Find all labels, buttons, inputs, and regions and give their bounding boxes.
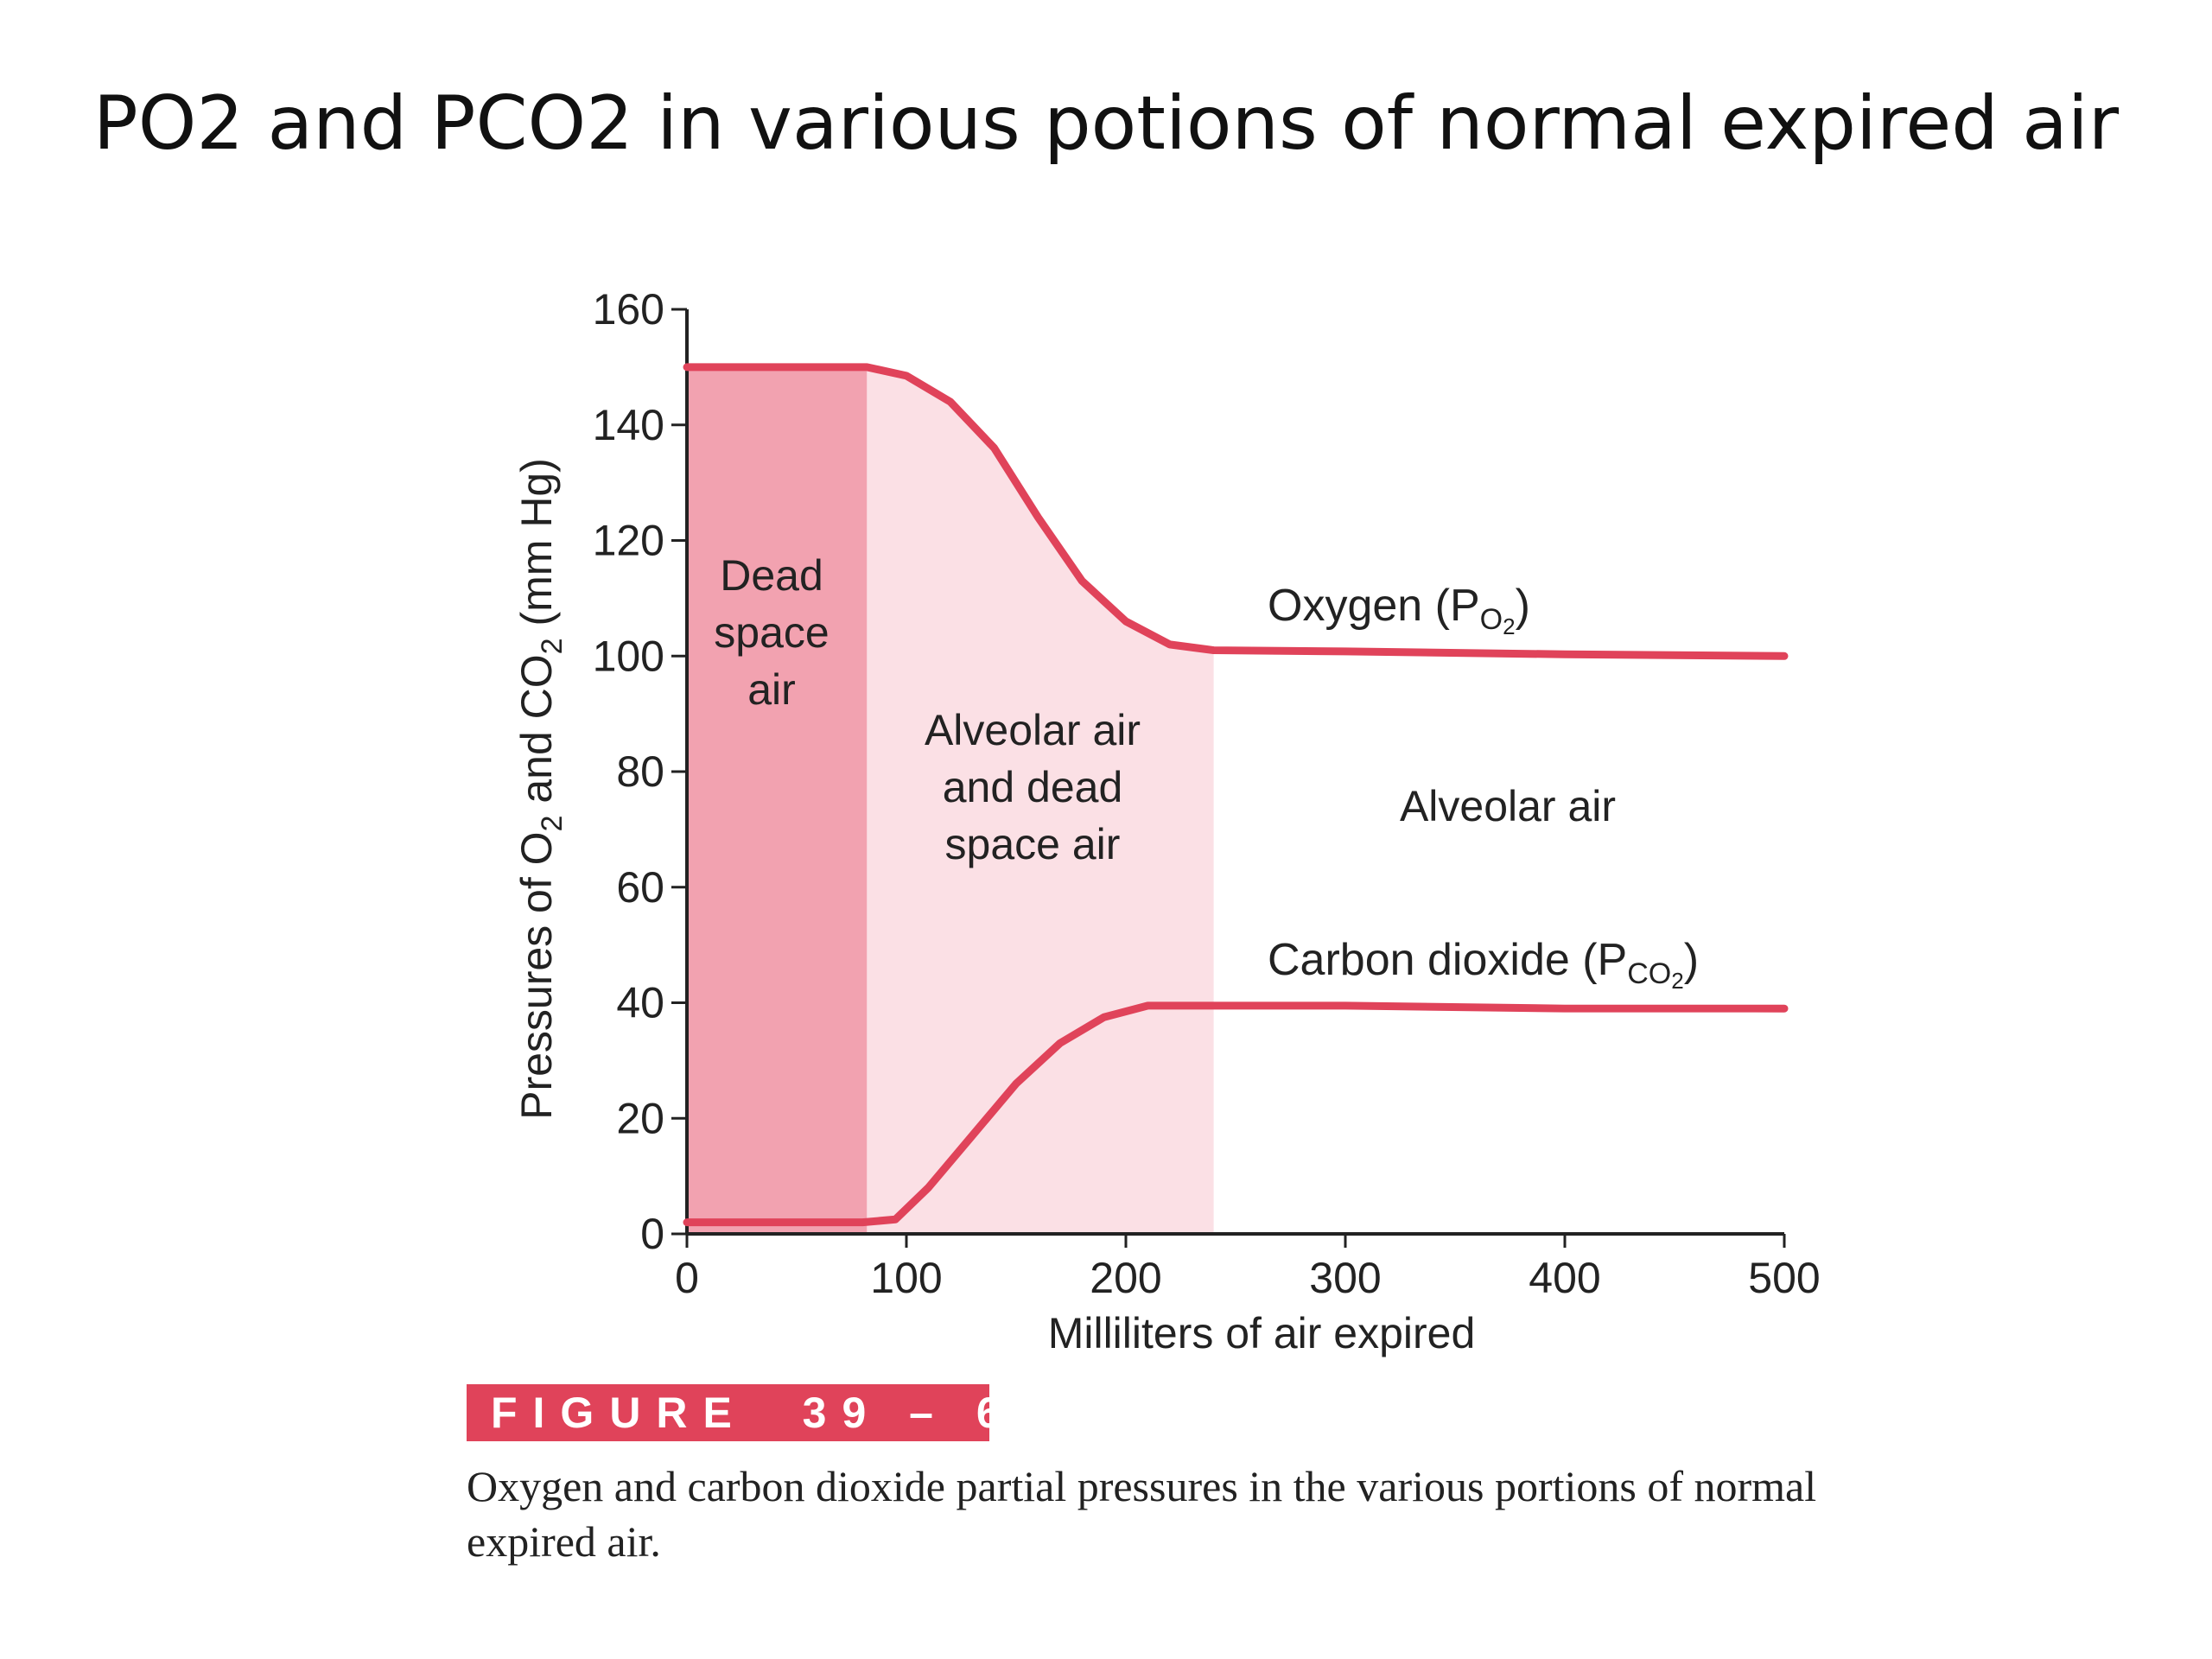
y-tick-label: 100	[593, 632, 664, 680]
y-tick-label: 80	[616, 747, 664, 796]
chart-regions	[687, 366, 1214, 1234]
mixed-air-region	[867, 366, 1214, 1234]
figure-badge: FIGURE 39 – 6	[467, 1384, 1001, 1441]
y-tick-label: 20	[616, 1094, 664, 1142]
y-tick-label: 140	[593, 401, 664, 449]
chart-labels: Dead space air Alveolar air and dead space ai…	[714, 551, 1699, 994]
figure-caption: Oxygen and carbon dioxide partial pressu…	[467, 1462, 1817, 1566]
dead-space-label: Dead	[720, 551, 823, 600]
carbon-dioxide-curve	[683, 1001, 1789, 1227]
y-tick-label: 60	[616, 863, 664, 912]
x-axis-title: Milliliters of air expired	[1048, 1309, 1476, 1357]
mixed-air-label: and dead	[943, 763, 1123, 811]
carbon-dioxide-label: Carbon dioxide (PCO2)	[1268, 935, 1699, 994]
y-tick-label: 120	[593, 517, 664, 565]
y-tick-label: 160	[593, 285, 664, 334]
partial-pressure-chart: 0 20 40 60 80 100 120 140 160 0 100 200 300 400 500 Mil…	[512, 285, 1821, 1357]
mixed-air-label: space air	[945, 820, 1121, 868]
y-tick-label: 0	[640, 1210, 664, 1258]
x-tick-label: 400	[1529, 1254, 1600, 1302]
x-tick-label: 500	[1748, 1254, 1820, 1302]
x-tick-label: 0	[675, 1254, 699, 1302]
oxygen-label: Oxygen (PO2)	[1268, 581, 1530, 639]
dead-space-label: space	[714, 608, 829, 657]
oxygen-curve	[683, 363, 1789, 660]
x-tick-label: 300	[1309, 1254, 1381, 1302]
x-tick-label: 100	[870, 1254, 942, 1302]
y-axis-title: Pressures of O2 and CO2 (mm Hg)	[512, 458, 569, 1120]
mixed-air-label: Alveolar air	[925, 706, 1141, 754]
y-tick-label: 40	[616, 979, 664, 1027]
chart-axes: 0 20 40 60 80 100 120 140 160 0 100 200 300 400 500 Mil…	[512, 285, 1821, 1357]
slide-title: PO2 and PCO2 in various potions of norma…	[92, 80, 2120, 167]
dead-space-region	[687, 366, 868, 1234]
alveolar-air-label: Alveolar air	[1400, 782, 1616, 830]
chart-series	[683, 363, 1789, 1227]
dead-space-label: air	[747, 665, 796, 714]
x-tick-label: 200	[1090, 1254, 1161, 1302]
